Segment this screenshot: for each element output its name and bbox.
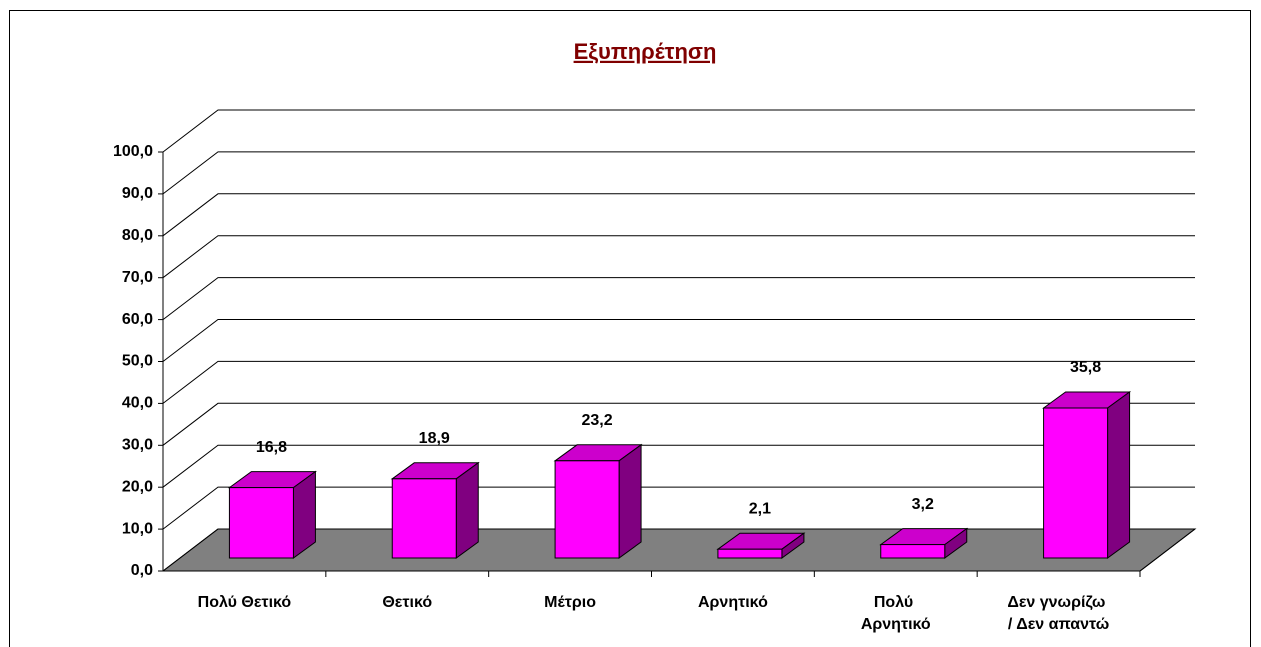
bar-side [1107,391,1131,559]
y-tick-label: 30,0 [122,437,153,454]
bar-side [618,443,642,559]
floor [161,528,1197,572]
bar [553,443,643,559]
grid-line [162,486,1195,530]
x-tick-label: Θετικό [382,594,432,611]
x-tick-label: Πολύ Θετικό [198,594,292,611]
y-tick-label: 20,0 [122,478,153,495]
bar [227,470,317,559]
bar-front [1043,407,1109,559]
bar [1042,391,1132,559]
x-tick-label: Δεν γνωρίζω / Δεν απαντώ [1007,594,1110,633]
bar-front [391,478,457,559]
y-tick-label: 0,0 [131,562,153,579]
y-tick-label: 100,0 [113,143,153,160]
bar-front [717,548,783,559]
grid-line [162,528,1195,572]
y-tick-label: 50,0 [122,353,153,370]
grid-line [162,319,1195,362]
chart-frame [9,10,1251,647]
y-tick-label: 90,0 [122,185,153,202]
value-label: 3,2 [912,496,934,513]
grid-line [162,151,1195,195]
bar-front [228,487,294,559]
y-tick-label: 70,0 [122,269,153,286]
grid-line [162,235,1195,279]
x-tick-label: Αρνητικό [698,594,768,611]
grid-line [162,444,1195,488]
chart-title: Εξυπηρέτηση [574,39,717,64]
value-label: 23,2 [582,412,613,429]
grid-line [162,109,1195,153]
value-label: 16,8 [256,439,287,456]
y-tick-label: 80,0 [122,227,153,244]
y-tick-label: 40,0 [122,395,153,412]
grid-line [162,193,1195,237]
grid-line [162,402,1195,446]
value-label: 2,1 [749,500,771,517]
floor-edge [1139,528,1196,572]
label-line: Δεν γνωρίζω [1007,594,1110,611]
grid-line [162,277,1195,320]
bar-side [455,461,479,559]
bar [390,461,480,559]
value-label: 18,9 [419,430,450,447]
label-line: Αρνητικό [861,616,931,633]
bar [716,532,806,559]
value-label: 35,8 [1070,359,1101,376]
x-tick-label: Μέτριο [544,594,596,611]
x-tick-label: Πολύ Αρνητικό [861,594,931,633]
bar [879,527,969,559]
label-line: Πολύ [874,594,918,611]
bar-front [554,460,620,559]
grid-line [162,360,1195,404]
bar-front [880,544,946,559]
y-tick-label: 60,0 [122,311,153,328]
label-line: / Δεν απαντώ [1008,616,1109,633]
y-tick-label: 10,0 [122,520,153,537]
